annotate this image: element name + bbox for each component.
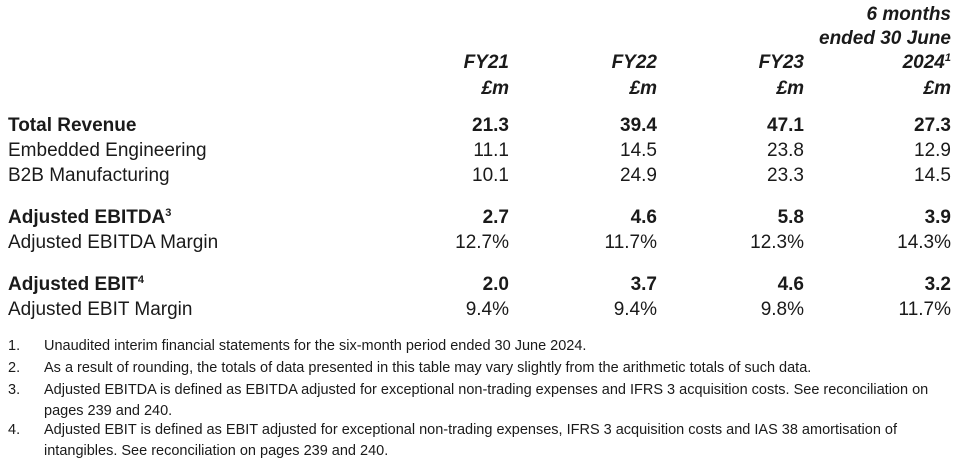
column-header-fy22: FY22 xyxy=(611,52,657,73)
table-cell: 27.3 xyxy=(914,115,951,136)
row-label-text: Adjusted EBITDA Margin xyxy=(8,232,219,253)
footnote-number: 3. xyxy=(8,382,21,398)
column-header-fy23-unit: £m xyxy=(776,78,804,99)
column-header-period-text: 2024 xyxy=(902,52,945,73)
column-header-period: 20241 xyxy=(903,52,951,74)
row-label: B2B Manufacturing xyxy=(8,164,170,188)
footnote-text: Adjusted EBITDA is defined as EBITDA adj… xyxy=(44,382,929,419)
table-cell: 11.7% xyxy=(604,232,657,253)
row-label-text: Adjusted EBITDA xyxy=(8,207,166,228)
column-header-line1: 6 months xyxy=(866,4,951,25)
table-cell: 3.7 xyxy=(630,274,657,295)
table-cell: 23.8 xyxy=(767,140,804,161)
footnote-number: 2. xyxy=(8,360,21,376)
table-cell: 21.3 xyxy=(472,115,509,136)
footnote-text: As a result of rounding, the totals of d… xyxy=(44,360,812,376)
table-cell: 14.5 xyxy=(620,140,657,161)
table-cell: 12.3% xyxy=(750,232,804,253)
table-cell: 9.8% xyxy=(760,299,804,320)
footnote-text: Adjusted EBIT is defined as EBIT adjuste… xyxy=(44,422,898,459)
row-label: Adjusted EBITDA Margin xyxy=(8,231,218,255)
table-cell: 47.1 xyxy=(767,115,804,136)
footnote-text: Unaudited interim financial statements f… xyxy=(44,338,587,354)
table-cell: 3.9 xyxy=(924,207,951,228)
column-header-fy23: FY23 xyxy=(758,52,804,73)
footnote-number: 1. xyxy=(8,338,21,354)
table-cell: 4.6 xyxy=(777,274,804,295)
footnote-ref: 4 xyxy=(137,274,144,286)
table-cell: 9.4% xyxy=(613,299,657,320)
column-header-unit: £m xyxy=(923,78,951,99)
row-label-text: Embedded Engineering xyxy=(8,140,207,161)
table-cell: 5.8 xyxy=(777,207,804,228)
table-cell: 12.7% xyxy=(455,232,509,253)
table-cell: 2.0 xyxy=(482,274,509,295)
column-header-line2: ended 30 June xyxy=(819,28,951,49)
row-label: Embedded Engineering xyxy=(8,139,207,163)
row-label-text: Total Revenue xyxy=(8,115,137,136)
row-label: Adjusted EBIT Margin xyxy=(8,298,192,322)
table-cell: 14.3% xyxy=(897,232,951,253)
row-label: Total Revenue xyxy=(8,114,136,138)
table-cell: 10.1 xyxy=(472,165,509,186)
column-header-fy22-unit: £m xyxy=(629,78,657,99)
row-label: Adjusted EBIT4 xyxy=(8,273,144,297)
row-label-text: Adjusted EBIT Margin xyxy=(8,299,193,320)
table-cell: 23.3 xyxy=(767,165,804,186)
table-cell: 9.4% xyxy=(465,299,509,320)
table-cell: 12.9 xyxy=(914,140,951,161)
table-cell: 14.5 xyxy=(914,165,951,186)
table-cell: 2.7 xyxy=(482,207,509,228)
row-label: Adjusted EBITDA3 xyxy=(8,206,171,230)
table-cell: 24.9 xyxy=(620,165,657,186)
column-header-fy21: FY21 xyxy=(463,52,509,73)
row-label-text: B2B Manufacturing xyxy=(8,165,170,186)
row-label-text: Adjusted EBIT xyxy=(8,274,138,295)
table-cell: 11.1 xyxy=(473,140,509,161)
table-cell: 39.4 xyxy=(620,115,657,136)
column-header-fy21-unit: £m xyxy=(481,78,509,99)
column-header-footnote-ref: 1 xyxy=(944,52,951,64)
table-cell: 3.2 xyxy=(924,274,951,295)
table-cell: 11.7% xyxy=(898,299,951,320)
footnote-ref: 3 xyxy=(165,207,172,219)
table-cell: 4.6 xyxy=(630,207,657,228)
footnote-number: 4. xyxy=(8,422,21,438)
